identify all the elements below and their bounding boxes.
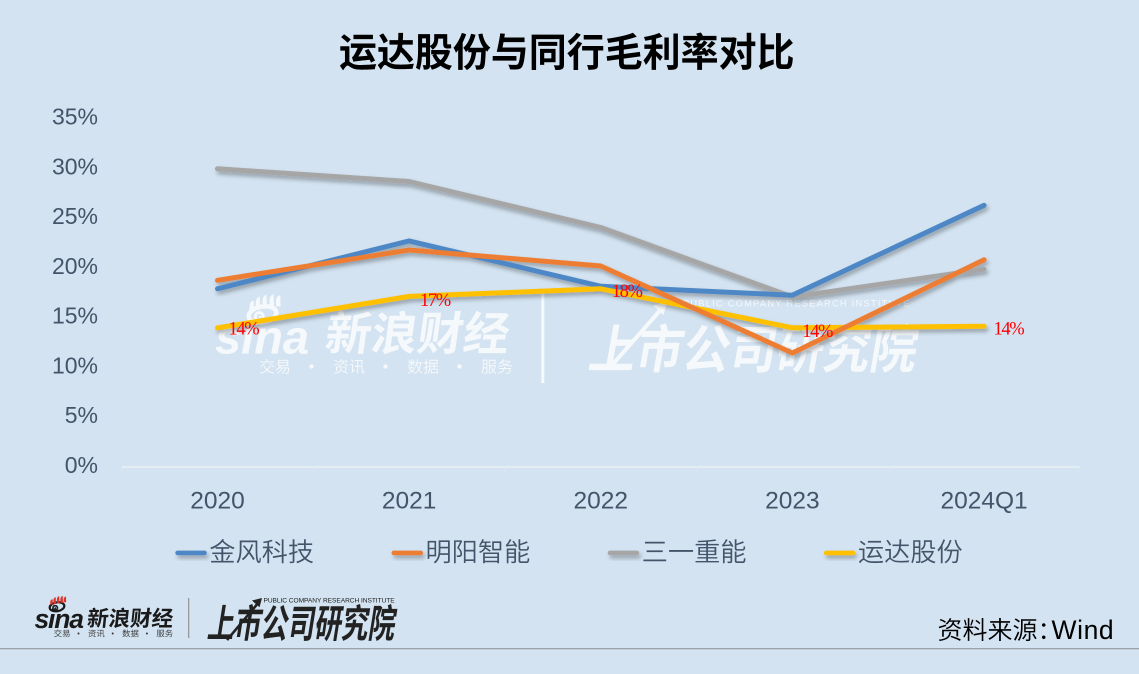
svg-text:2023: 2023 (765, 488, 820, 515)
svg-text:2020: 2020 (190, 488, 245, 515)
svg-text:14%: 14% (994, 320, 1025, 340)
svg-text:2021: 2021 (382, 488, 437, 515)
svg-text:18%: 18% (612, 282, 643, 302)
svg-text:0%: 0% (65, 452, 98, 478)
svg-text:14%: 14% (229, 319, 260, 339)
svg-text:2024Q1: 2024Q1 (941, 488, 1028, 515)
svg-text:17%: 17% (420, 291, 451, 311)
svg-text:15%: 15% (52, 303, 98, 329)
svg-text:14%: 14% (802, 322, 833, 342)
svg-text:5%: 5% (65, 402, 98, 428)
svg-text:sina: sina (35, 604, 84, 634)
svg-text:30%: 30% (52, 153, 98, 179)
svg-text:PUBLIC COMPANY RESEARCH INSTIT: PUBLIC COMPANY RESEARCH INSTITUTE (264, 598, 396, 605)
svg-text:Wind: Wind (1052, 615, 1115, 645)
svg-text:20%: 20% (52, 253, 98, 279)
svg-text:35%: 35% (52, 104, 98, 130)
svg-text:2022: 2022 (574, 488, 629, 515)
svg-text:25%: 25% (52, 203, 98, 229)
svg-text:10%: 10% (52, 352, 98, 378)
svg-text:PUBLIC COMPANY RESEARCH INSTIT: PUBLIC COMPANY RESEARCH INSTITUTE (683, 299, 911, 309)
